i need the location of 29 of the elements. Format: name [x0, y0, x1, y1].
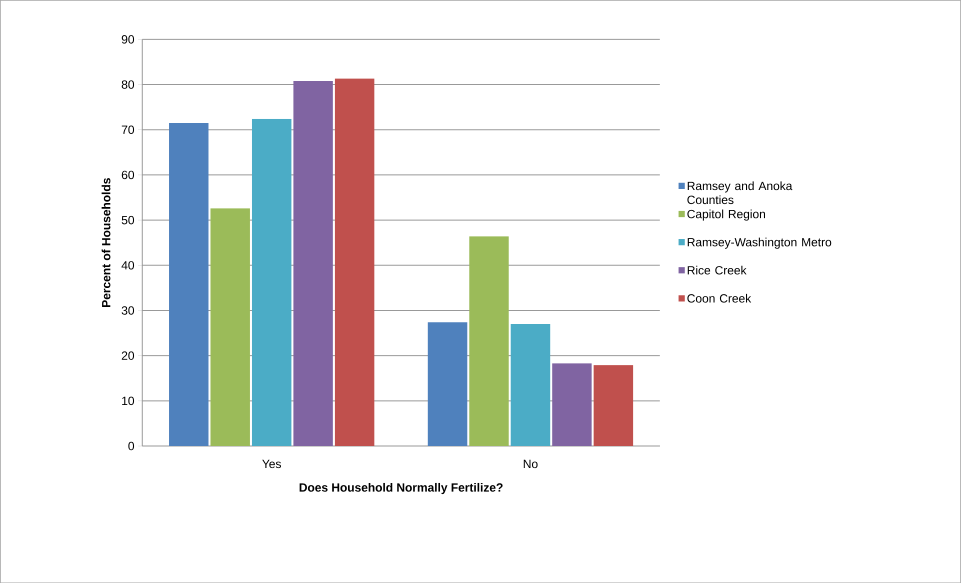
y-tick-label: 60 — [122, 170, 134, 179]
bar — [293, 80, 333, 446]
legend-label: Ramsey-Washington Metro — [688, 237, 832, 249]
y-tick-label: 30 — [122, 306, 134, 315]
legend-label: Ramsey and Anoka Counties — [687, 181, 792, 204]
bar — [210, 208, 250, 446]
bar — [552, 363, 592, 446]
legend-label: Rice Creek — [688, 266, 747, 274]
legend-label: Capitol Region — [687, 209, 766, 220]
bar — [169, 122, 208, 446]
bar — [252, 118, 292, 446]
y-tick-label: 50 — [122, 216, 134, 224]
y-axis-title: Percent of Households — [102, 178, 110, 307]
y-tick-label: 90 — [122, 34, 134, 44]
y-tick-label: 80 — [122, 80, 134, 89]
x-tick-label: No — [524, 460, 538, 468]
y-tick-label: 10 — [122, 396, 134, 405]
bar — [594, 364, 634, 446]
y-tick-label: 70 — [122, 125, 134, 134]
y-tick-label: 40 — [122, 260, 134, 270]
bar — [469, 236, 509, 446]
y-tick-label: 0 — [128, 442, 134, 450]
x-tick-label: Yes — [262, 460, 281, 468]
legend-label: Coon Creek — [687, 294, 752, 302]
bar — [428, 322, 468, 446]
x-axis-title: Does Household Normally Fertilize? — [300, 482, 503, 494]
bar — [510, 324, 550, 446]
bar — [334, 78, 374, 446]
y-tick-label: 20 — [122, 351, 134, 360]
